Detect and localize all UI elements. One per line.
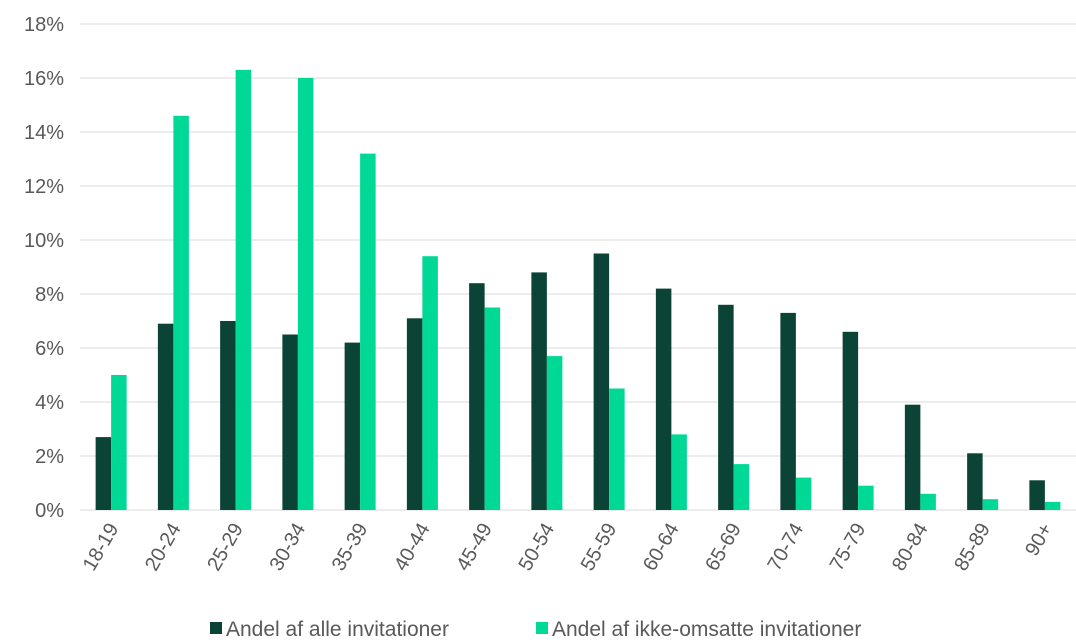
x-tick-label: 90+ [1021,520,1057,560]
legend-label: Andel af alle invitationer [226,618,449,638]
y-tick-label: 14% [24,122,64,144]
bar-alle-80-84 [905,405,921,510]
bar-ikke-omsatte-18-19 [111,375,127,510]
y-tick-label: 2% [35,446,64,468]
y-tick-label: 10% [24,230,64,252]
x-tick-label: 85-89 [950,520,995,575]
x-tick-label: 60-64 [639,520,684,575]
bar-ikke-omsatte-35-39 [360,154,376,510]
bar-alle-90+ [1029,480,1045,510]
x-tick-label: 75-79 [826,520,871,575]
y-tick-label: 16% [24,68,64,90]
bar-alle-70-74 [780,313,796,510]
bar-ikke-omsatte-25-29 [236,70,252,510]
bar-alle-45-49 [469,283,485,510]
y-axis-tick-labels: 0% 2% 4% 6% 8% 10% 12% 14% 16% 18% [24,14,64,522]
legend-label: Andel af ikke-omsatte invitationer [552,618,861,638]
y-tick-label: 12% [24,176,64,198]
bar-alle-30-34 [282,335,298,511]
legend-swatch [210,622,222,634]
bar-ikke-omsatte-60-64 [671,434,687,510]
x-axis-tick-labels: 18-19 20-24 25-29 30-34 35-39 40-44 45-49 50-54… [79,520,1057,575]
y-tick-label: 8% [35,284,64,306]
x-tick-label: 25-29 [203,520,248,575]
bar-alle-65-69 [718,305,734,510]
legend-swatch [536,622,548,634]
bar-ikke-omsatte-40-44 [422,256,438,510]
bar-ikke-omsatte-30-34 [298,78,314,510]
x-tick-label: 70-74 [764,520,809,575]
y-tick-label: 18% [24,14,64,36]
x-tick-label: 50-54 [515,520,560,575]
x-tick-label: 35-39 [328,520,373,575]
bar-alle-60-64 [656,289,672,510]
bar-alle-25-29 [220,321,236,510]
bar-alle-85-89 [967,453,983,510]
bar-ikke-omsatte-75-79 [858,486,874,510]
bar-alle-35-39 [345,343,361,510]
x-tick-label: 80-84 [888,520,933,575]
bar-ikke-omsatte-70-74 [796,478,812,510]
bar-alle-18-19 [96,437,112,510]
bar-alle-55-59 [594,254,610,511]
y-tick-label: 0% [35,500,64,522]
y-tick-label: 4% [35,392,64,414]
bar-ikke-omsatte-45-49 [485,308,501,511]
bar-ikke-omsatte-50-54 [547,356,563,510]
bar-ikke-omsatte-80-84 [920,494,936,510]
x-tick-label: 20-24 [141,520,186,575]
bar-ikke-omsatte-55-59 [609,389,625,511]
x-tick-label: 40-44 [390,520,435,575]
bar-ikke-omsatte-20-24 [173,116,189,510]
x-tick-label: 65-69 [701,520,746,575]
x-tick-label: 18-19 [79,520,124,575]
bars [96,70,1061,510]
bar-alle-75-79 [843,332,859,510]
legend: Andel af alle invitationer Andel af ikke-… [210,618,861,638]
bar-ikke-omsatte-65-69 [734,464,750,510]
bar-alle-40-44 [407,318,423,510]
x-tick-label: 45-49 [452,520,497,575]
bar-ikke-omsatte-85-89 [983,499,999,510]
bar-alle-20-24 [158,324,174,510]
y-tick-label: 6% [35,338,64,360]
x-tick-label: 55-59 [577,520,622,575]
bar-ikke-omsatte-90+ [1045,502,1061,510]
bar-alle-50-54 [531,272,547,510]
x-tick-label: 30-34 [266,520,311,575]
